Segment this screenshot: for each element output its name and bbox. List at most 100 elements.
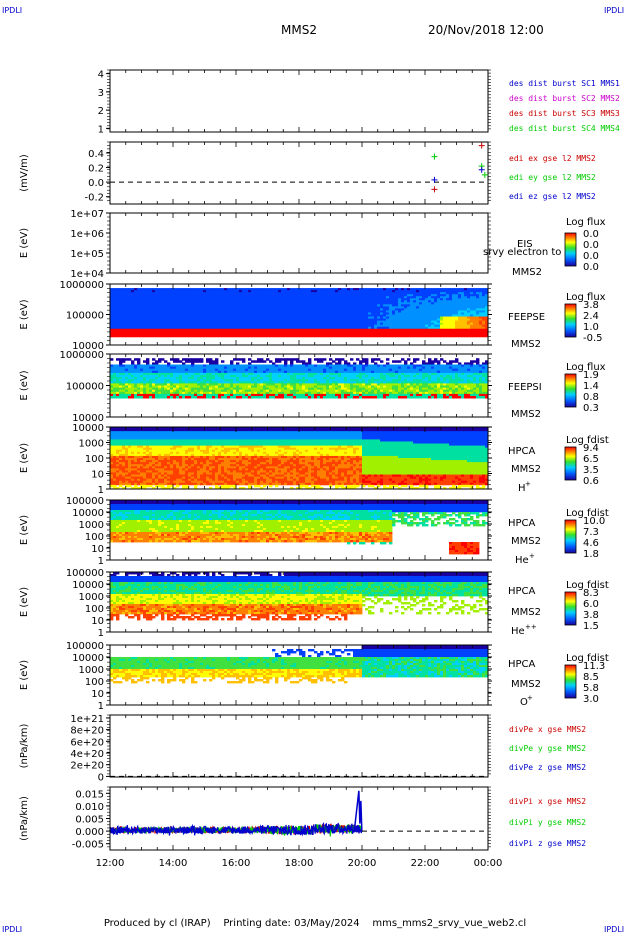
- spectrogram-cell: [479, 324, 483, 328]
- spectrogram-cell: [110, 306, 114, 309]
- spectrogram-cell: [146, 310, 150, 313]
- spectrogram-cell: [470, 330, 474, 334]
- spectrogram-cell: [326, 318, 330, 321]
- spectrogram-cell: [131, 308, 135, 311]
- spectrogram-cell: [110, 296, 114, 299]
- spectrogram-cell: [158, 383, 162, 386]
- spectrogram-cell: [311, 316, 315, 319]
- spectrogram-cell: [116, 310, 120, 313]
- spectrogram-cell: [173, 328, 177, 332]
- spectrogram-cell: [269, 290, 273, 293]
- spectrogram-cell: [170, 366, 174, 370]
- spectrogram-cell: [398, 328, 402, 332]
- spectrogram-cell: [275, 332, 279, 336]
- spectrogram-cell: [110, 391, 114, 395]
- spectrogram-cell: [176, 330, 180, 334]
- spectrogram-cell: [173, 308, 177, 311]
- spectrogram-cell: [314, 290, 318, 293]
- spectrogram-cell: [428, 294, 432, 297]
- spectrogram-cell: [419, 328, 423, 332]
- spectrogram-cell: [266, 300, 270, 303]
- spectrogram-cell: [164, 360, 168, 363]
- spectrogram-cell: [413, 324, 417, 328]
- spectrogram-cell: [158, 372, 162, 376]
- spectrogram-cell: [458, 298, 462, 301]
- spectrogram-cell: [176, 360, 180, 363]
- spectrogram-cell: [140, 316, 144, 319]
- spectrogram-cell: [452, 288, 456, 291]
- spectrogram-cell: [155, 292, 159, 295]
- spectrogram-cell: [251, 310, 255, 313]
- spectrogram-cell: [350, 326, 354, 330]
- spectrogram-cell: [290, 306, 294, 309]
- spectrogram-cell: [281, 334, 285, 338]
- spectrogram-cell: [224, 294, 228, 297]
- legend-entry: edi ez gse l2 MMS2: [509, 192, 596, 201]
- spectrogram-cell: [287, 306, 291, 309]
- spectrogram-cell: [299, 298, 303, 301]
- spectrogram-cell: [404, 294, 408, 297]
- spectrogram-cell: [191, 314, 195, 317]
- spectrogram-cell: [440, 308, 444, 311]
- spectrogram-cell: [242, 288, 246, 291]
- spectrogram-cell: [140, 292, 144, 295]
- spectrogram-cell: [179, 318, 183, 321]
- spectrogram-cell: [245, 308, 249, 311]
- spectrogram-cell: [158, 304, 162, 307]
- spectrogram-cell: [350, 294, 354, 297]
- spectrogram-cell: [308, 334, 312, 338]
- spectrogram-cell: [128, 322, 132, 326]
- spectrogram-cell: [479, 332, 483, 336]
- spectrogram-cell: [368, 314, 372, 317]
- spectrogram-cell: [452, 304, 456, 307]
- spectrogram-cell: [344, 290, 348, 293]
- spectrogram-cell: [380, 316, 384, 319]
- spectrogram-cell: [209, 304, 213, 307]
- spectrogram-cell: [341, 296, 345, 299]
- spectrogram-cell: [398, 298, 402, 301]
- spectrogram-cell: [146, 372, 150, 376]
- spectrogram-cell: [140, 304, 144, 307]
- spectrogram-cell: [167, 364, 171, 367]
- spectrogram-cell: [119, 387, 123, 391]
- spectrogram-cell: [134, 387, 138, 391]
- spectrogram-cell: [215, 292, 219, 295]
- spectrogram-cell: [206, 316, 210, 319]
- y-tick-label: 0.0: [88, 178, 104, 189]
- colorbar-tick-label: -0.5: [583, 333, 603, 344]
- spectrogram-cell: [404, 308, 408, 311]
- spectrogram-cell: [374, 326, 378, 330]
- spectrogram-cell: [350, 302, 354, 305]
- spectrogram-cell: [386, 314, 390, 317]
- spectrogram-cell: [173, 389, 177, 393]
- spectrogram-cell: [113, 383, 117, 386]
- spectrogram-cell: [485, 312, 489, 315]
- spectrogram-cell: [311, 334, 315, 338]
- spectrogram-cell: [182, 294, 186, 297]
- spectrogram-cell: [281, 302, 285, 305]
- spectrogram-cell: [248, 332, 252, 336]
- spectrogram-cell: [353, 396, 357, 399]
- spectrogram-cell: [281, 328, 285, 332]
- spectrogram-cell: [215, 326, 219, 330]
- spectrogram-cell: [323, 328, 327, 332]
- spectrogram-cell: [119, 312, 123, 315]
- spectrogram-cell: [281, 292, 285, 295]
- spectrogram-cell: [305, 318, 309, 321]
- spectrogram-cell: [218, 324, 222, 328]
- spectrogram-cell: [398, 292, 402, 295]
- spectrogram-cell: [182, 314, 186, 317]
- spectrogram-cell: [146, 324, 150, 328]
- spectrogram-cell: [485, 308, 489, 311]
- spectrogram-cell: [248, 334, 252, 338]
- spectrogram-cell: [227, 294, 231, 297]
- spectrogram-cell: [179, 383, 183, 386]
- spectrogram-cell: [383, 312, 387, 315]
- spectrogram-cell: [383, 330, 387, 334]
- spectrogram-cell: [254, 324, 258, 328]
- spectrogram-cell: [227, 326, 231, 330]
- spectrogram-cell: [203, 312, 207, 315]
- spectrogram-cell: [329, 330, 333, 334]
- spectrogram-cell: [284, 290, 288, 293]
- spectrogram-cell: [335, 304, 339, 307]
